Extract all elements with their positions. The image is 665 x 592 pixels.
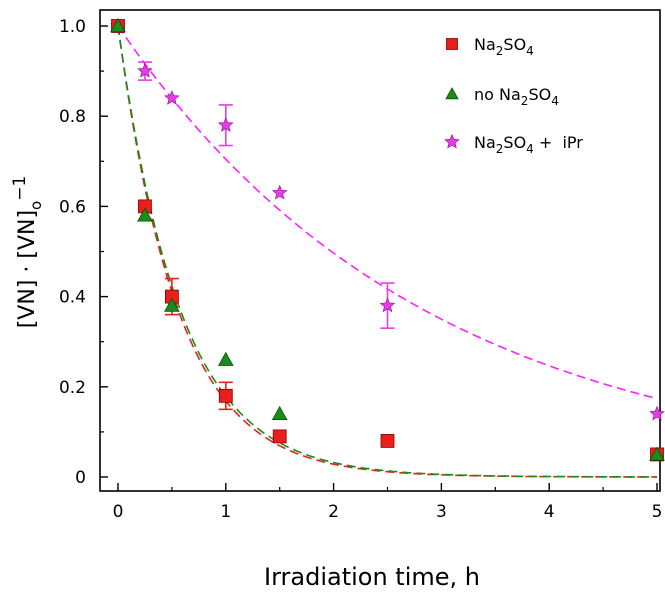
plot-frame [99, 9, 661, 492]
legend-label: no Na2SO4 [474, 85, 559, 108]
x-tick-label: 0 [113, 502, 124, 522]
data-point [164, 89, 180, 105]
data-point [137, 62, 153, 78]
data-point [164, 297, 180, 312]
legend-part: no Na [474, 85, 521, 104]
legend-sub: 4 [526, 142, 534, 156]
y-title-sub: o [27, 201, 45, 210]
data-point [379, 297, 396, 313]
y-tick-label: 0.8 [59, 107, 86, 127]
data-point [218, 388, 233, 403]
data-point [271, 405, 288, 420]
fit-curve [117, 25, 657, 478]
data-point [444, 133, 460, 149]
data-point [217, 351, 234, 366]
legend-label: Na2SO4 [474, 35, 534, 58]
data-point [445, 87, 459, 100]
axes: 0 1 2 3 4 5 0 0.2 0.4 0.6 0.8 1.0 [59, 17, 662, 522]
fit-curve [117, 25, 657, 478]
x-axis-title: Irradiation time, h [264, 563, 480, 591]
legend-part: + iPr [534, 133, 583, 152]
legend-part: Na [474, 35, 496, 54]
legend-sub: 2 [496, 44, 504, 58]
data-point [380, 434, 395, 448]
y-axis-title-text: [VN] · [VN]o−1 [10, 176, 45, 329]
data-point [271, 184, 288, 200]
y-tick-label: 0.6 [59, 197, 86, 217]
fit-curve [117, 25, 658, 400]
fit-curves [117, 25, 658, 478]
legend-sub: 2 [521, 94, 529, 108]
legend-sub: 4 [551, 94, 559, 108]
data-point [272, 429, 287, 444]
y-axis-title: [VN] · [VN]o−1 [10, 176, 45, 329]
y-title-sup: −1 [10, 176, 30, 201]
legend-part: SO [503, 35, 526, 54]
data-point [110, 18, 126, 33]
legend-part: SO [528, 85, 551, 104]
data-points [110, 17, 665, 462]
error-bars [137, 61, 395, 411]
legend-part: Na [474, 133, 496, 152]
y-tick-label: 0.2 [59, 378, 86, 398]
x-tick-label: 3 [436, 502, 447, 522]
legend-sub: 4 [526, 44, 534, 58]
data-point [137, 207, 153, 222]
x-tick-label: 2 [328, 502, 339, 522]
y-title-main: [VN] · [VN] [15, 210, 40, 328]
x-tick-label: 1 [220, 502, 231, 522]
data-point [218, 117, 234, 132]
legend-part: SO [503, 133, 526, 152]
plot-area [99, 9, 661, 492]
data-point [649, 405, 665, 421]
legend-sub: 2 [496, 142, 504, 156]
y-tick-label: 0.4 [59, 288, 86, 308]
legend-label: Na2SO4 + iPr [474, 133, 583, 156]
data-point [649, 446, 665, 461]
data-point [446, 38, 458, 50]
y-tick-label: 1.0 [59, 17, 86, 37]
x-tick-label: 5 [652, 502, 663, 522]
x-tick-label: 4 [544, 502, 555, 522]
y-tick-label: 0 [75, 468, 86, 488]
